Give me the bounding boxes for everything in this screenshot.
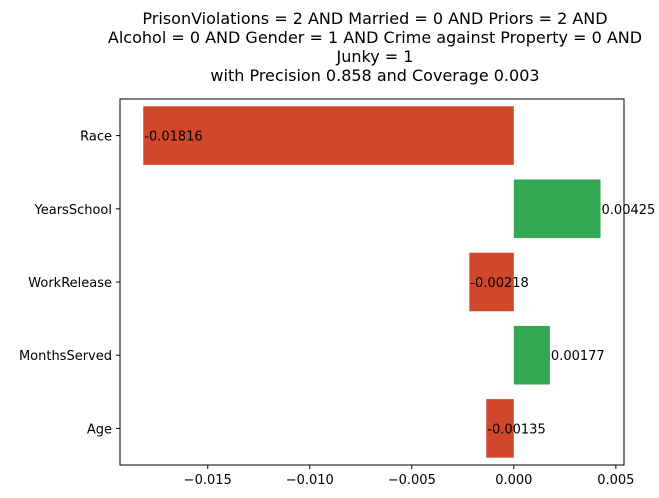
bar-race [143, 106, 514, 165]
y-tick-label: MonthsServed [19, 349, 112, 364]
bar-age [486, 399, 514, 458]
bar-monthsserved [513, 325, 550, 385]
x-axis: −0.015 −0.010 −0.005 0.000 0.005 [184, 465, 634, 488]
title-line: PrisonViolations = 2 AND Married = 0 AND… [142, 9, 607, 28]
chart-title: PrisonViolations = 2 AND Married = 0 AND… [108, 9, 642, 85]
data-labels: -0.01816 0.00425 -0.00218 0.00177 -0.00135 [144, 130, 655, 438]
data-label: 0.00177 [551, 349, 605, 364]
data-label: -0.01816 [144, 130, 202, 145]
bar-yearsschool [513, 179, 601, 239]
x-tick-label: 0.000 [495, 473, 532, 488]
title-line: Alcohol = 0 AND Gender = 1 AND Crime aga… [108, 28, 642, 47]
y-tick-label: Age [87, 422, 112, 437]
y-tick-label: Race [80, 130, 112, 145]
x-tick-label: −0.005 [388, 473, 436, 488]
y-tick-label: YearsSchool [34, 203, 112, 218]
bar-workrelease [469, 252, 514, 312]
title-line: with Precision 0.858 and Coverage 0.003 [210, 66, 539, 85]
title-line: Junky = 1 [336, 47, 414, 66]
x-tick-label: 0.005 [597, 473, 634, 488]
x-tick-label: −0.010 [286, 473, 334, 488]
data-label: -0.00135 [487, 422, 545, 437]
y-axis: Race YearsSchool WorkRelease MonthsServed Ag… [19, 130, 120, 437]
x-tick-label: −0.015 [184, 473, 232, 488]
bars [143, 106, 601, 458]
data-label: 0.00425 [602, 203, 656, 218]
y-tick-label: WorkRelease [28, 276, 112, 291]
data-label: -0.00218 [470, 276, 528, 291]
